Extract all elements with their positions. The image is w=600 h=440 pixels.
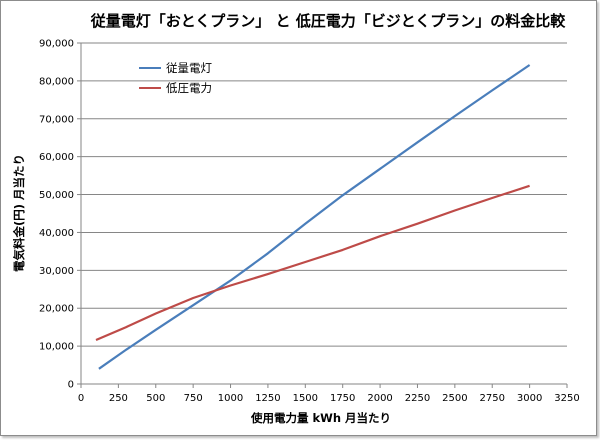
x-tick-label: 0: [78, 393, 84, 404]
y-tick-label: 0: [68, 380, 74, 391]
x-tick-label: 250: [109, 393, 128, 404]
gridlines: [81, 42, 567, 347]
series-line-1: [95, 184, 530, 342]
x-axis-label: 使用電力量 kWh 月当たり: [250, 411, 391, 425]
legend: 従量電灯 低圧電力: [139, 61, 212, 95]
y-tick-label: 70,000: [39, 114, 74, 125]
y-axis-label: 電気料金(円) 月当たり: [12, 154, 26, 272]
x-tick-labels: 0 250 500 750 1000 1250 1500 1750 2000 2250 2500 27…: [78, 384, 580, 404]
x-tick-label: 2250: [405, 393, 430, 404]
y-tick-labels: 0 10,000 20,000 30,000 40,000 50,000 60,000 70,…: [39, 39, 81, 391]
x-tick-label: 1000: [218, 393, 243, 404]
x-tick-label: 500: [146, 393, 165, 404]
chart-title: 従量電灯「おとくプラン」 と 低圧電力「ビジとくプラン」の料金比較: [90, 12, 567, 30]
y-tick-label: 10,000: [39, 342, 74, 353]
y-tick-label: 20,000: [39, 304, 74, 315]
y-tick-label: 90,000: [39, 39, 74, 50]
y-tick-label: 30,000: [39, 266, 74, 277]
x-tick-label: 1250: [255, 393, 280, 404]
x-tick-label: 1750: [330, 393, 355, 404]
x-tick-label: 750: [184, 393, 203, 404]
series-lines: [95, 64, 531, 370]
legend-label-series-0: 従量電灯: [166, 61, 212, 75]
y-tick-label: 60,000: [39, 152, 74, 163]
plot-area: 0 250 500 750 1000 1250 1500 1750 2000 2250 2500 27…: [39, 39, 580, 405]
y-tick-label: 40,000: [39, 228, 74, 239]
y-tick-label: 80,000: [39, 76, 74, 87]
y-tick-label: 50,000: [39, 190, 74, 201]
x-tick-label: 2750: [480, 393, 505, 404]
x-tick-label: 3250: [554, 393, 579, 404]
x-tick-label: 2000: [367, 393, 392, 404]
legend-label-series-1: 低圧電力: [166, 81, 212, 95]
x-tick-label: 1500: [293, 393, 318, 404]
x-tick-label: 3000: [517, 393, 542, 404]
series-line-0: [98, 64, 531, 370]
x-tick-label: 2500: [442, 393, 467, 404]
